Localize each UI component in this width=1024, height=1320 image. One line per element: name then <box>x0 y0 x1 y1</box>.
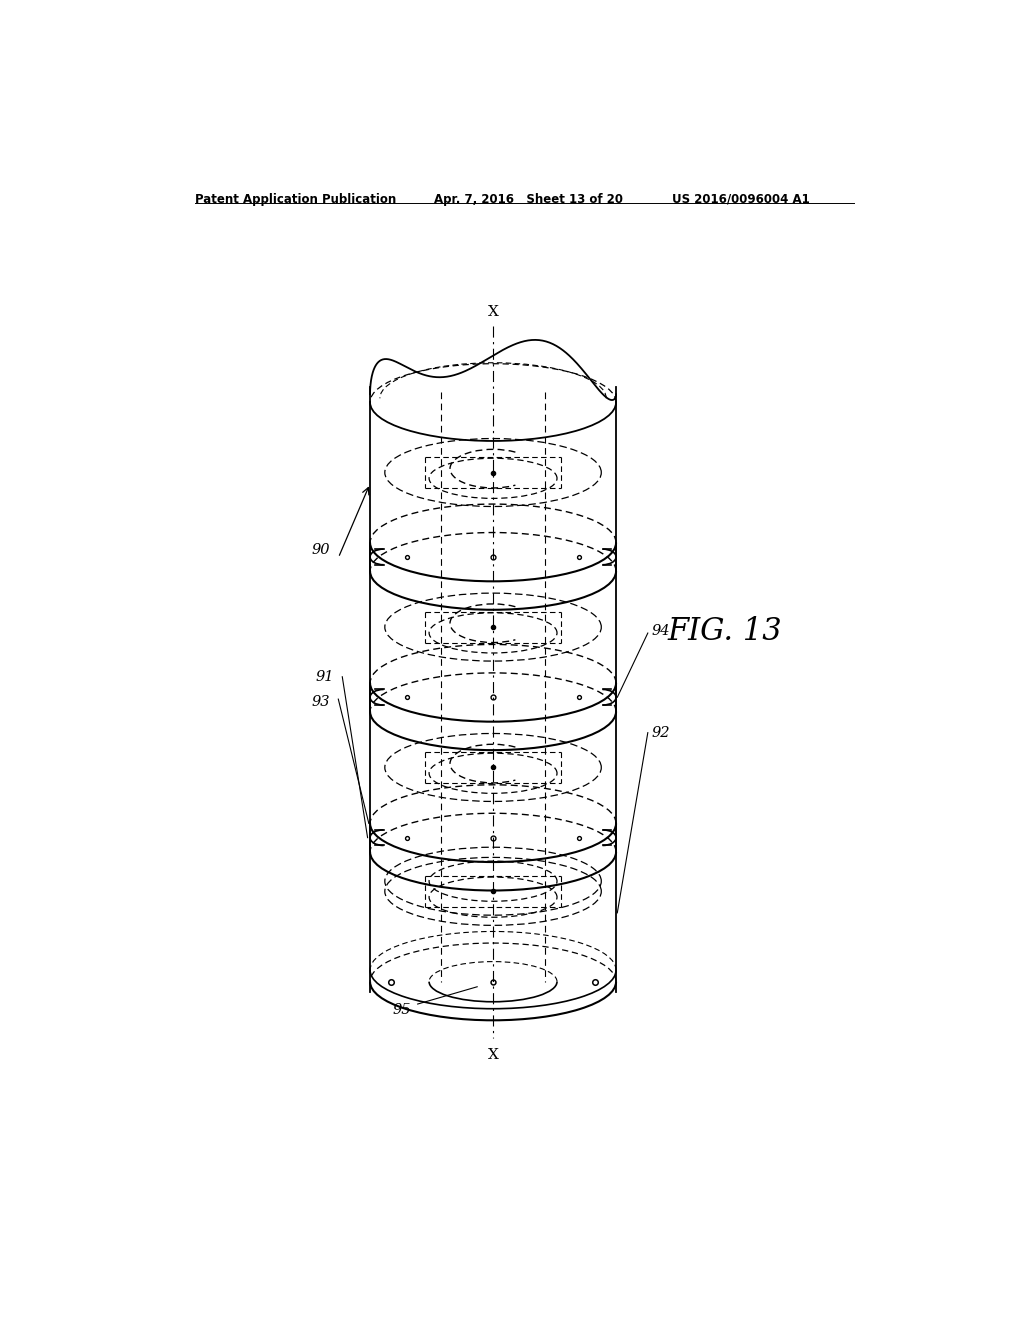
Text: 91: 91 <box>315 669 334 684</box>
Text: 94: 94 <box>652 624 671 638</box>
Text: X: X <box>487 305 499 319</box>
Text: FIG. 13: FIG. 13 <box>668 615 782 647</box>
Text: 95: 95 <box>392 1003 411 1018</box>
Text: 90: 90 <box>312 543 331 557</box>
Text: Patent Application Publication: Patent Application Publication <box>196 193 396 206</box>
Text: 93: 93 <box>312 696 331 709</box>
Text: X: X <box>487 1048 499 1061</box>
Text: Apr. 7, 2016   Sheet 13 of 20: Apr. 7, 2016 Sheet 13 of 20 <box>433 193 623 206</box>
Text: 92: 92 <box>652 726 671 739</box>
Text: US 2016/0096004 A1: US 2016/0096004 A1 <box>672 193 809 206</box>
